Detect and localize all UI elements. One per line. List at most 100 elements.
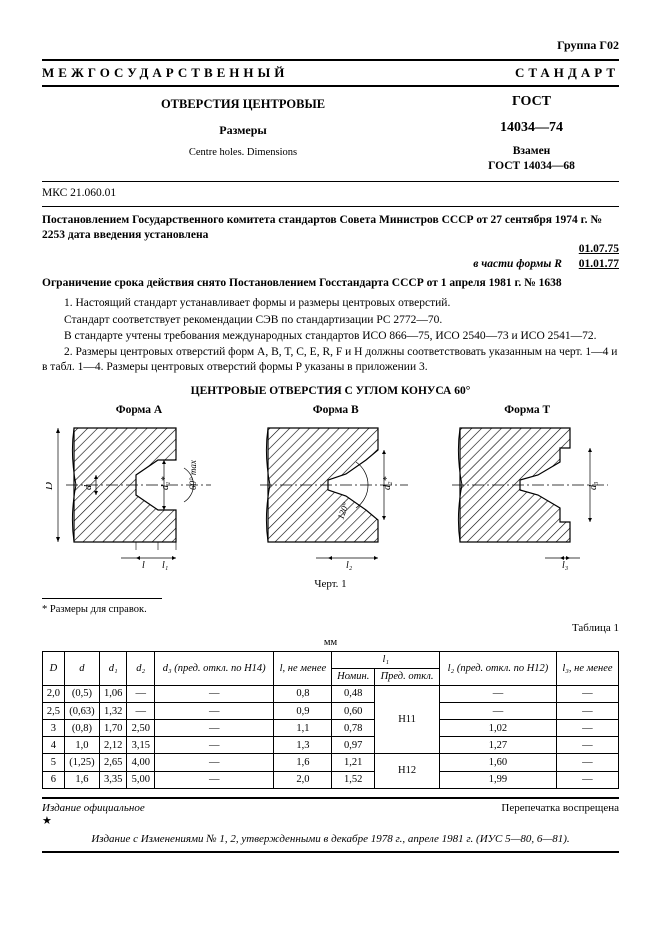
- col-l2: l₂ (пред. откл. по H12): [440, 651, 557, 685]
- table-cell: —: [556, 737, 618, 754]
- col-D: D: [43, 651, 65, 685]
- form-t-dims-bottom: l₃: [440, 554, 615, 572]
- footnote-text: * Размеры для справок.: [42, 603, 619, 616]
- para-3: В стандарте учтены требования международ…: [42, 329, 619, 343]
- figure-form-a: Форма A D d: [42, 403, 236, 576]
- table-row: 3(0,8)1,702,50—1,10,781,02—: [43, 720, 619, 737]
- table-cell: 3,15: [127, 737, 155, 754]
- table-head: D d d₁ d₂ d₃ (пред. откл. по H14) l, не …: [43, 651, 619, 685]
- col-d1: d₁: [99, 651, 127, 685]
- table-row: 2,5(0,63)1,32——0,90,60——: [43, 703, 619, 720]
- header-block: ОТВЕРСТИЯ ЦЕНТРОВЫЕ Размеры Centre holes…: [42, 87, 619, 182]
- table-cell: —: [155, 720, 274, 737]
- col-l1-nom: Номин.: [332, 668, 375, 685]
- dates-block: 01.07.75 в части формы R 01.01.77: [42, 242, 619, 271]
- dim-l3: l₃: [562, 560, 569, 571]
- footer-row: Издание официальное ★ Перепечатка воспре…: [42, 797, 619, 830]
- para-2: Стандарт соответствует рекомендации СЭВ …: [42, 313, 619, 327]
- dim-l2: l₂: [346, 560, 353, 571]
- col-l1-tol: Пред. откл.: [375, 668, 440, 685]
- table-cell: —: [556, 703, 618, 720]
- table-cell: 2,0: [43, 685, 65, 702]
- figure-form-b: Форма B d₂* 120° l₂: [244, 403, 428, 576]
- table-cell: 1,32: [99, 703, 127, 720]
- table-cell: 1,60: [440, 754, 557, 771]
- form-t-label: Форма T: [435, 403, 619, 417]
- table-cell: 2,5: [43, 703, 65, 720]
- table-cell: 0,78: [332, 720, 375, 737]
- table-cell: —: [556, 685, 618, 702]
- figures-row: Форма A D d: [42, 403, 619, 576]
- table-cell: —: [155, 685, 274, 702]
- table-cell: 0,8: [274, 685, 332, 702]
- table-cell: —: [127, 703, 155, 720]
- form-b-label: Форма B: [244, 403, 428, 417]
- table-cell: 0,97: [332, 737, 375, 754]
- table-cell: (0,63): [64, 703, 99, 720]
- table-cell: 6: [43, 771, 65, 788]
- form-a-svg: D d d₁* 60° max: [46, 420, 231, 550]
- table-cell: 2,65: [99, 754, 127, 771]
- dim-D: D: [46, 482, 55, 491]
- dim-60: 60° max: [188, 460, 198, 490]
- table-cell: 1,6: [64, 771, 99, 788]
- replace-label: Взамен: [444, 144, 619, 158]
- para-1: 1. Настоящий стандарт устанавливает форм…: [42, 296, 619, 310]
- col-l1: l₁: [332, 651, 440, 668]
- dim-d2: d₂*: [382, 476, 393, 489]
- gost-word: ГОСТ: [444, 93, 619, 111]
- mks-code: МКС 21.060.01: [42, 186, 619, 200]
- table-cell: 0,60: [332, 703, 375, 720]
- table-cell: 1,3: [274, 737, 332, 754]
- table-cell: 1,21: [332, 754, 375, 771]
- table-row: 41,02,123,15—1,30,971,27—: [43, 737, 619, 754]
- footer-left: Издание официальное: [42, 802, 145, 814]
- para-4: 2. Размеры центровых отверстий форм A, B…: [42, 345, 619, 374]
- gost-number: 14034—74: [444, 119, 619, 137]
- table-cell: (0,5): [64, 685, 99, 702]
- table-cell: 3: [43, 720, 65, 737]
- dim-d1: d₁*: [160, 476, 171, 489]
- footer-star: ★: [42, 815, 52, 827]
- table-cell: —: [155, 771, 274, 788]
- table-cell: —: [556, 771, 618, 788]
- table-cell: —: [440, 685, 557, 702]
- table-cell: 1,0: [64, 737, 99, 754]
- table-cell: 5,00: [127, 771, 155, 788]
- table-cell: —: [155, 703, 274, 720]
- form-b-svg: d₂* 120°: [248, 420, 423, 550]
- table-cell: 1,27: [440, 737, 557, 754]
- col-l3: l₃, не менее: [556, 651, 618, 685]
- table-cell: 2,0: [274, 771, 332, 788]
- table-cell: H12: [375, 754, 440, 788]
- table-cell: (0,8): [64, 720, 99, 737]
- footer-right: Перепечатка воспрещена: [501, 802, 619, 830]
- table-cell: —: [556, 720, 618, 737]
- table-cell: 2,12: [99, 737, 127, 754]
- table-cell: 2,50: [127, 720, 155, 737]
- form-b-dims-bottom: l₂: [248, 554, 423, 572]
- divider: [42, 206, 619, 207]
- footnote-rule: [42, 598, 162, 599]
- table-cell: 1,06: [99, 685, 127, 702]
- table-cell: 1,99: [440, 771, 557, 788]
- figure-caption: Черт. 1: [42, 578, 619, 592]
- form-a-label: Форма A: [42, 403, 236, 417]
- form-t-svg: d₃: [440, 420, 615, 550]
- table-cell: 1,02: [440, 720, 557, 737]
- dim-d3: d₃: [588, 481, 599, 490]
- limit-text: Ограничение срока действия снято Постано…: [42, 276, 619, 290]
- unit-mm: мм: [42, 636, 619, 649]
- subtitle-ru: Размеры: [42, 123, 444, 138]
- table-label: Таблица 1: [42, 622, 619, 636]
- table-cell: 1,1: [274, 720, 332, 737]
- table-row: 2,0(0,5)1,06——0,80,48H11——: [43, 685, 619, 702]
- replace-number: ГОСТ 14034—68: [444, 159, 619, 173]
- table-cell: H11: [375, 685, 440, 754]
- table-cell: —: [440, 703, 557, 720]
- group-code: Группа Г02: [42, 38, 619, 53]
- date-prefix: в части формы R: [473, 257, 562, 271]
- table-cell: —: [155, 754, 274, 771]
- col-d2: d₂: [127, 651, 155, 685]
- title-en: Centre holes. Dimensions: [42, 146, 444, 159]
